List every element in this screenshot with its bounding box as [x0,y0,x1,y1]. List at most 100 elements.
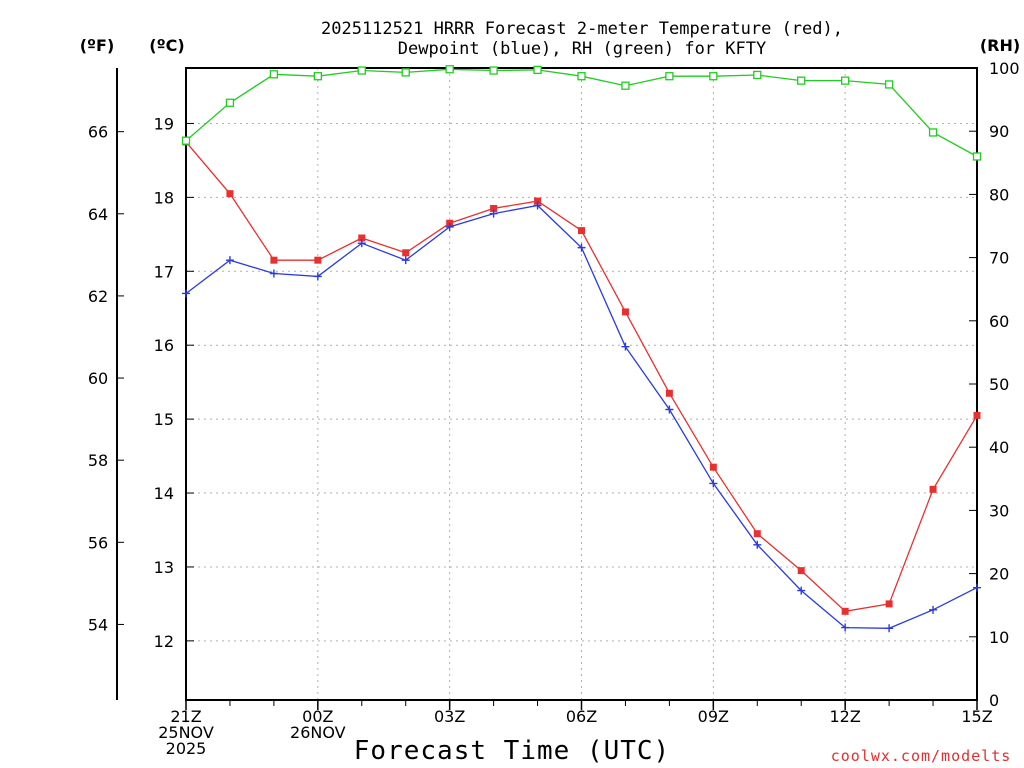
data-series [181,65,982,633]
fahrenheit-tick-label: 56 [88,533,108,552]
temperature-point [358,234,366,242]
rh-tick-label: 90 [989,122,1009,141]
rh-point [884,80,894,89]
rh-point [489,66,498,75]
dewpoint-point [709,479,718,488]
dewpoint-point [269,269,278,278]
rh-point [841,76,850,85]
fahrenheit-tick-label: 62 [88,287,108,306]
dewpoint-point [357,239,366,248]
rh-line [185,68,978,158]
temperature-point [226,190,234,198]
rh-point [445,65,454,74]
title-line-2: Dewpoint (blue), RH (green) for KFTY [398,39,766,59]
dewpoint-point [621,342,630,351]
celsius-tick-label: 13 [154,558,174,577]
x-tick-label: 06Z [566,707,597,726]
rh-point [225,98,235,107]
dewpoint-point [753,540,762,549]
celsius-tick-label: 14 [154,484,174,503]
dewpoint-point [577,243,586,252]
rh-tick-label: 20 [989,565,1009,584]
dewpoint-point [929,605,938,614]
rh-tick-label: 50 [989,375,1009,394]
temperature-point [578,227,585,235]
fahrenheit-unit-label: (ºF) [80,36,115,55]
temperature-point [973,411,981,419]
dewpoint-point [445,222,454,231]
rh-point [401,68,410,77]
dewpoint-point [841,623,850,632]
temperature-point [490,204,498,212]
celsius-unit-label: (ºC) [149,36,184,55]
celsius-tick-label: 16 [154,336,174,355]
temperature-point [402,249,410,257]
x-tick-label: 12Z [830,707,861,726]
dewpoint-point [885,624,894,633]
rh-point [621,81,630,90]
plot-frame [185,67,978,701]
x-tick-label: 09Z [698,707,729,726]
rh-point [928,128,938,137]
rh-point [709,72,718,81]
rh-point [313,72,322,81]
x-tick-label: 26NOV [290,723,346,742]
temperature-point [797,567,805,575]
rh-point [753,70,762,80]
rh-tick-label: 0 [989,691,999,710]
dewpoint-point [489,209,498,218]
rh-unit-label: (RH) [980,36,1020,55]
fahrenheit-tick-label: 64 [88,205,108,224]
dewpoint-point [973,583,981,592]
temperature-point [841,607,849,615]
rh-point [577,72,586,81]
dewpoint-point [533,201,542,210]
temperature-point [753,530,761,538]
temperature-point [270,256,278,264]
celsius-tick-label: 15 [154,410,174,429]
rh-tick-label: 70 [989,249,1009,268]
celsius-tick-label: 18 [154,188,174,207]
rh-tick-label: 100 [989,59,1020,78]
title-line-1: 2025112521 HRRR Forecast 2-meter Tempera… [321,19,843,39]
dewpoint-point [665,405,674,414]
chart-title: 2025112521 HRRR Forecast 2-meter Tempera… [321,19,843,59]
fahrenheit-tick-label: 54 [88,615,108,634]
dewpoint-point [313,272,322,281]
x-tick-label: 00Z [302,707,333,726]
dewpoint-point [401,256,410,265]
fahrenheit-tick-label: 66 [88,123,108,142]
fahrenheit-tick-label: 58 [88,451,108,470]
rh-tick-label: 10 [989,628,1009,647]
temperature-point [665,389,673,397]
rh-tick-label: 30 [989,501,1009,520]
dewpoint-point [797,586,806,595]
rh-point [181,136,191,145]
celsius-tick-label: 19 [154,114,174,133]
rh-point [357,66,366,75]
rh-tick-label: 80 [989,185,1009,204]
temperature-point [929,485,937,493]
x-tick-label: 15Z [961,707,992,726]
celsius-tick-label: 12 [154,632,174,651]
rh-point [665,72,674,81]
rh-tick-label: 40 [989,438,1009,457]
credit-text: coolwx.com/modelts [831,747,1012,765]
temperature-point [621,308,629,316]
dewpoint-point [225,256,234,265]
fahrenheit-tick-label: 60 [88,369,108,388]
rh-tick-label: 60 [989,312,1009,331]
x-axis-label: Forecast Time (UTC) [354,736,670,766]
temperature-point [885,600,893,608]
x-tick-label: 25NOV [158,723,214,742]
dewpoint-point [182,289,190,298]
grid-lines [186,68,977,700]
rh-point [533,65,542,75]
rh-point [269,70,279,79]
x-tick-label: 21Z [170,707,201,726]
x-tick-label: 2025 [166,739,207,758]
celsius-tick-label: 17 [154,262,174,281]
temperature-point [534,197,542,205]
